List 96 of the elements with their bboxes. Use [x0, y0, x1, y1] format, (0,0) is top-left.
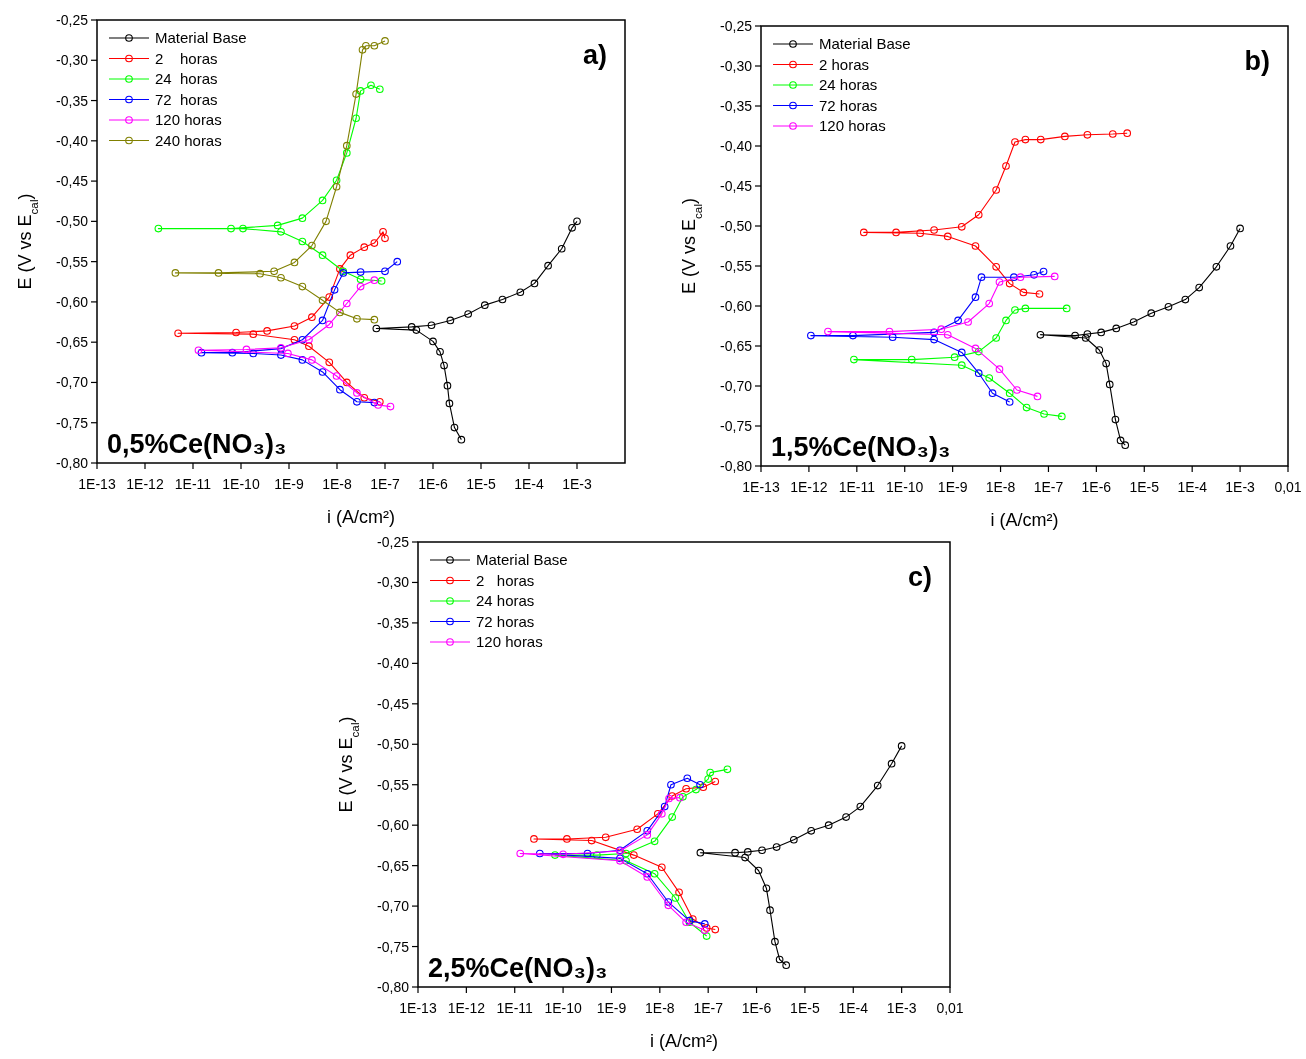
y-tick-label: -0,75	[377, 938, 410, 955]
x-tick-label: 1E-6	[741, 1000, 772, 1016]
x-tick-label: 1E-6	[418, 476, 448, 492]
legend-label: 120 horas	[819, 117, 886, 134]
annotation: 2,5%Ce(NO₃)₃	[428, 953, 608, 983]
y-tick-label: -0,80	[720, 458, 753, 474]
legend-label: 72 horas	[819, 96, 878, 114]
legend-label: 2 horas	[155, 49, 218, 67]
x-tick-label: 1E-3	[886, 1000, 917, 1016]
legend-label: 120 horas	[155, 111, 222, 128]
y-tick-label: -0,50	[377, 736, 410, 753]
x-axis-title: i (A/cm²)	[990, 510, 1059, 530]
x-tick-label: 1E-11	[496, 1000, 534, 1016]
x-tick-label: 1E-9	[274, 476, 304, 492]
y-tick-label: -0,65	[377, 857, 410, 874]
x-tick-label: 1E-7	[370, 476, 400, 492]
annotation: c)	[907, 562, 932, 592]
x-tick-label: 1E-12	[447, 1000, 486, 1016]
y-tick-label: -0,40	[377, 655, 410, 672]
x-tick-label: 1E-5	[790, 1000, 820, 1016]
y-tick-label: -0,50	[720, 218, 753, 234]
x-tick-label: 1E-3	[1225, 479, 1256, 495]
x-tick-label: 1E-3	[562, 476, 592, 492]
y-tick-label: -0,30	[56, 52, 89, 69]
legend-label: 72 horas	[155, 90, 218, 108]
x-tick-label: 1E-8	[645, 1000, 675, 1016]
x-tick-label: 1E-4	[1177, 479, 1208, 495]
annotation: 1,5%Ce(NO₃)₃	[771, 432, 951, 462]
x-tick-label: 1E-11	[174, 476, 212, 492]
x-axis-title: i (A/cm²)	[650, 1031, 718, 1051]
x-tick-label: 1E-5	[466, 476, 496, 492]
x-tick-label: 1E-5	[1129, 479, 1160, 495]
y-tick-label: -0,35	[720, 98, 753, 114]
x-tick-label: 1E-8	[322, 476, 352, 492]
legend-label: 72 horas	[476, 612, 535, 630]
y-tick-label: -0,30	[377, 574, 410, 591]
x-tick-label: 1E-8	[985, 479, 1016, 495]
legend-label: Material Base	[155, 29, 247, 46]
legend-label: 240 horas	[155, 131, 222, 149]
legend-label: Material Base	[819, 35, 911, 52]
y-tick-label: -0,40	[56, 132, 89, 149]
y-tick-label: -0,60	[56, 293, 89, 310]
legend-label: 2 horas	[476, 571, 535, 589]
y-tick-label: -0,60	[377, 817, 410, 834]
y-tick-label: -0,35	[377, 614, 410, 631]
y-tick-label: -0,25	[56, 12, 89, 28]
x-tick-label: 1E-13	[399, 1000, 437, 1016]
legend-label: 24 horas	[155, 70, 218, 87]
x-tick-label: 1E-9	[596, 1000, 627, 1016]
y-tick-label: -0,70	[377, 898, 410, 915]
legend-label: 24 horas	[476, 592, 535, 609]
y-tick-label: -0,80	[377, 979, 410, 995]
y-tick-label: -0,70	[56, 374, 89, 391]
x-tick-label: 1E-13	[742, 479, 780, 495]
y-tick-label: -0,80	[56, 455, 89, 471]
annotation: 0,5%Ce(NO₃)₃	[107, 429, 287, 459]
y-tick-label: -0,70	[720, 378, 753, 394]
y-tick-label: -0,60	[720, 298, 753, 314]
legend-label: 120 horas	[476, 633, 543, 650]
x-tick-label: 0,01	[936, 1000, 964, 1016]
x-tick-label: 1E-10	[544, 1000, 582, 1016]
x-tick-label: 1E-9	[937, 479, 968, 495]
y-tick-label: -0,50	[56, 213, 89, 230]
y-tick-label: -0,45	[56, 173, 89, 190]
x-tick-label: 1E-12	[790, 479, 828, 495]
y-tick-label: -0,55	[56, 253, 89, 270]
legend-label: Material Base	[476, 551, 568, 568]
x-axis-title: i (A/cm²)	[327, 507, 395, 527]
x-tick-label: 1E-10	[222, 476, 260, 492]
y-tick-label: -0,25	[377, 534, 410, 550]
y-tick-label: -0,45	[377, 695, 410, 712]
x-tick-label: 1E-10	[886, 479, 924, 495]
y-tick-label: -0,75	[720, 418, 753, 434]
legend-label: 24 horas	[819, 76, 878, 93]
x-tick-label: 1E-4	[838, 1000, 869, 1016]
x-tick-label: 1E-6	[1081, 479, 1112, 495]
x-tick-label: 1E-12	[126, 476, 164, 492]
x-tick-label: 1E-7	[1033, 479, 1064, 495]
x-tick-label: 1E-4	[514, 476, 544, 492]
x-tick-label: 1E-7	[693, 1000, 724, 1016]
y-tick-label: -0,30	[720, 58, 753, 74]
x-tick-label: 1E-13	[78, 476, 116, 492]
y-tick-label: -0,65	[56, 334, 89, 351]
y-tick-label: -0,55	[377, 776, 410, 793]
y-tick-label: -0,35	[56, 92, 89, 109]
y-tick-label: -0,55	[720, 258, 753, 274]
y-tick-label: -0,45	[720, 178, 753, 194]
x-tick-label: 0,01	[1274, 479, 1302, 495]
y-tick-label: -0,25	[720, 18, 753, 34]
legend-label: 2 horas	[819, 55, 870, 73]
y-tick-label: -0,40	[720, 138, 753, 154]
y-tick-label: -0,75	[56, 414, 89, 431]
x-tick-label: 1E-11	[838, 479, 876, 495]
y-tick-label: -0,65	[720, 338, 753, 354]
annotation: a)	[582, 40, 607, 70]
annotation: b)	[1244, 46, 1270, 76]
